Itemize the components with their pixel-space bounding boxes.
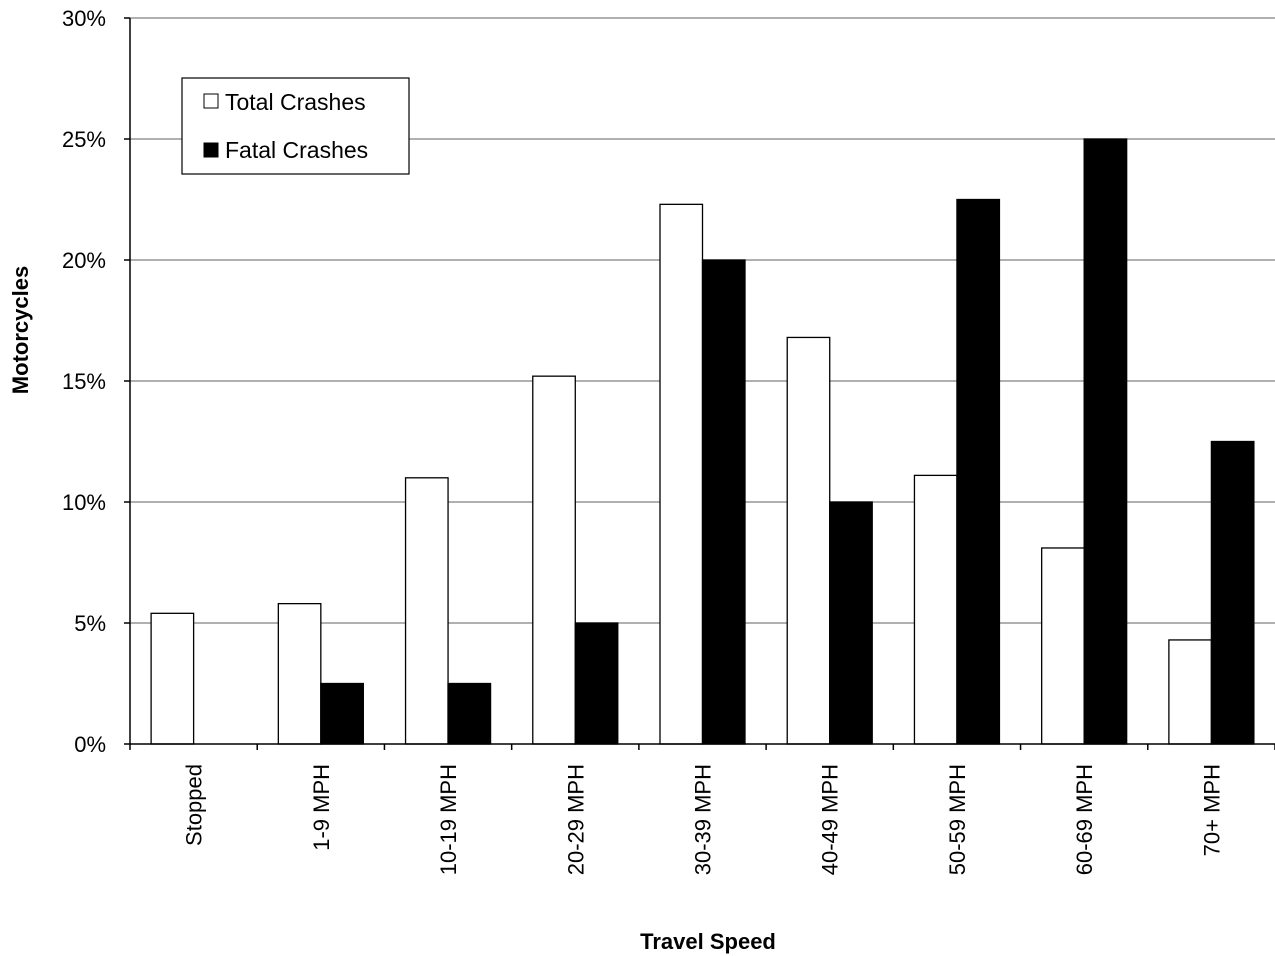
y-tick-label: 0% — [74, 732, 106, 757]
x-tick-label: 1-9 MPH — [309, 764, 334, 851]
bar-total-crashes — [913, 474, 958, 745]
bar-total-crashes — [150, 612, 195, 745]
y-tick-label: 5% — [74, 611, 106, 636]
legend-label-total-crashes: Total Crashes — [225, 89, 366, 115]
bar-total-crashes — [277, 602, 322, 745]
bar-total-crashes — [1168, 639, 1213, 745]
x-tick-label: 20-29 MPH — [563, 764, 588, 875]
bar-total-crashes — [786, 336, 831, 745]
y-tick-labels: 0% 5% 10% 15% 20% 25% 30% — [62, 6, 106, 757]
bar-fatal-crashes — [320, 682, 364, 745]
bar-fatal-crashes — [574, 622, 619, 745]
axes — [124, 17, 1275, 750]
legend-swatch-fatal-crashes — [203, 142, 219, 158]
x-tick-label: 40-49 MPH — [818, 764, 843, 875]
bar-total-crashes — [532, 375, 576, 745]
x-tick-label: 50-59 MPH — [945, 764, 970, 875]
legend-swatch-total-crashes — [203, 93, 219, 109]
x-tick-label: 70+ MPH — [1199, 764, 1224, 856]
bar-fatal-crashes — [447, 682, 492, 745]
y-tick-label: 30% — [62, 6, 106, 31]
x-axis-title: Travel Speed — [640, 929, 776, 954]
x-tick-labels: Stopped 1-9 MPH 10-19 MPH 20-29 MPH 30-39 MP… — [182, 764, 1225, 875]
legend: Total Crashes Fatal Crashes — [181, 77, 410, 175]
bar-fatal-crashes — [1210, 440, 1255, 745]
bar-fatal-crashes — [829, 501, 873, 745]
bar-fatal-crashes — [1083, 138, 1128, 745]
y-tick-label: 20% — [62, 248, 106, 273]
bar-total-crashes — [659, 203, 704, 745]
x-tick-label: Stopped — [182, 764, 207, 846]
y-tick-label: 10% — [62, 490, 106, 515]
x-tick-label: 30-39 MPH — [691, 764, 716, 875]
bar-total-crashes — [404, 477, 449, 745]
x-tick-label: 60-69 MPH — [1072, 764, 1097, 875]
y-axis-title: Motorcycles — [8, 266, 33, 394]
y-tick-label: 25% — [62, 127, 106, 152]
legend-box — [181, 77, 410, 175]
bars — [150, 138, 1255, 745]
bar-total-crashes — [1041, 547, 1085, 745]
x-tick-label: 10-19 MPH — [436, 764, 461, 875]
bar-fatal-crashes — [701, 259, 746, 745]
y-tick-label: 15% — [62, 369, 106, 394]
legend-label-fatal-crashes: Fatal Crashes — [225, 137, 368, 163]
bar-fatal-crashes — [956, 198, 1001, 745]
